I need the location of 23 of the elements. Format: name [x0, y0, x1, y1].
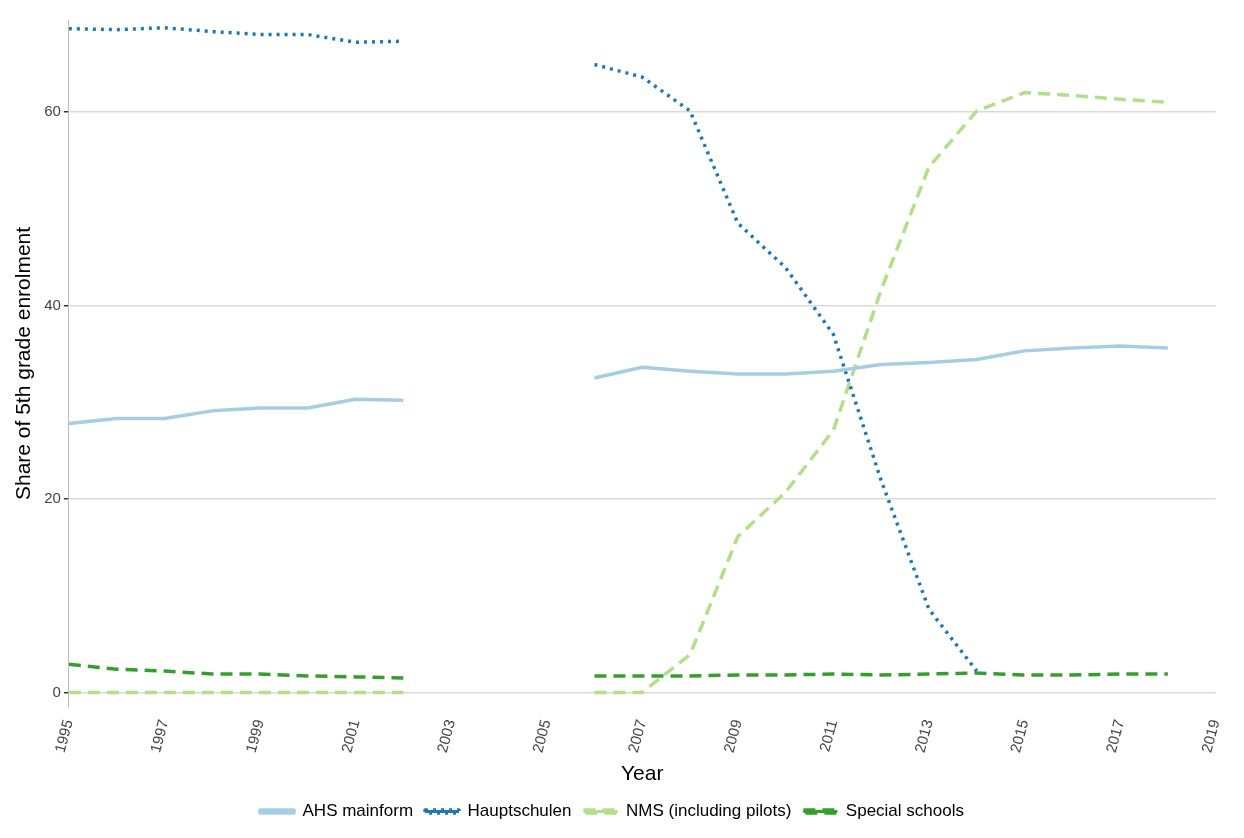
- x-tick-label: 2001: [337, 717, 363, 755]
- y-tick-label: 40: [44, 295, 61, 313]
- legend-label: Special schools: [845, 801, 964, 821]
- x-tick-label: 2009: [719, 717, 745, 755]
- y-tick-label: 20: [44, 489, 61, 507]
- x-tick-label: 1997: [146, 717, 172, 755]
- y-tick-label: 60: [44, 102, 61, 120]
- x-tick-label: 2015: [1006, 717, 1032, 755]
- x-tick-label: 2011: [815, 717, 841, 754]
- legend-label: AHS mainform: [302, 801, 414, 821]
- y-tick-label: 0: [52, 682, 61, 700]
- x-tick-label: 2003: [432, 717, 459, 755]
- x-tick-label: 2005: [528, 717, 554, 755]
- legend-label: NMS (including pilots): [626, 801, 792, 821]
- x-tick-label: 2017: [1101, 717, 1127, 755]
- x-tick-label: 1999: [241, 717, 267, 755]
- legend-label: Hauptschulen: [467, 801, 572, 821]
- x-tick-label: 2007: [624, 717, 650, 755]
- x-axis-title: Year: [621, 761, 664, 785]
- x-tick-label: 1995: [50, 717, 76, 755]
- x-tick-label: 2013: [910, 717, 936, 755]
- y-axis-title: Share of 5th grade enrolment: [11, 226, 35, 501]
- x-tick-label: 2019: [1197, 717, 1223, 755]
